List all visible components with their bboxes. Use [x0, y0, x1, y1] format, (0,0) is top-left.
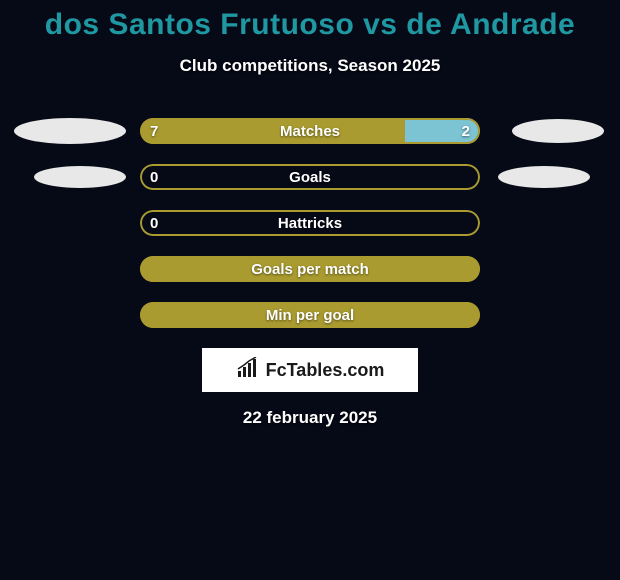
chart-icon	[236, 357, 262, 384]
comparison-rows: 72Matches 0Goals 0Hattricks Goals per match…	[0, 118, 620, 328]
stat-label: Hattricks	[140, 210, 480, 236]
subtitle: Club competitions, Season 2025	[0, 56, 620, 76]
stat-row: Min per goal	[0, 302, 620, 328]
logo-box: FcTables.com	[202, 348, 418, 392]
stat-label: Goals per match	[140, 256, 480, 282]
stat-row: Goals per match	[0, 256, 620, 282]
stat-bar: Goals per match	[140, 256, 480, 282]
stat-label: Matches	[140, 118, 480, 144]
stat-row: 0Hattricks	[0, 210, 620, 236]
page-title: dos Santos Frutuoso vs de Andrade	[0, 0, 620, 42]
ellipse-right	[512, 119, 604, 143]
stat-label: Min per goal	[140, 302, 480, 328]
stat-label: Goals	[140, 164, 480, 190]
stat-bar: Min per goal	[140, 302, 480, 328]
stat-row: 0Goals	[0, 164, 620, 190]
ellipse-left	[34, 166, 126, 188]
ellipse-left	[14, 118, 126, 144]
ellipse-right	[498, 166, 590, 188]
logo-text: FcTables.com	[266, 360, 385, 381]
stat-bar: 72Matches	[140, 118, 480, 144]
date-text: 22 february 2025	[0, 408, 620, 428]
stat-row: 72Matches	[0, 118, 620, 144]
stat-bar: 0Hattricks	[140, 210, 480, 236]
stat-bar: 0Goals	[140, 164, 480, 190]
